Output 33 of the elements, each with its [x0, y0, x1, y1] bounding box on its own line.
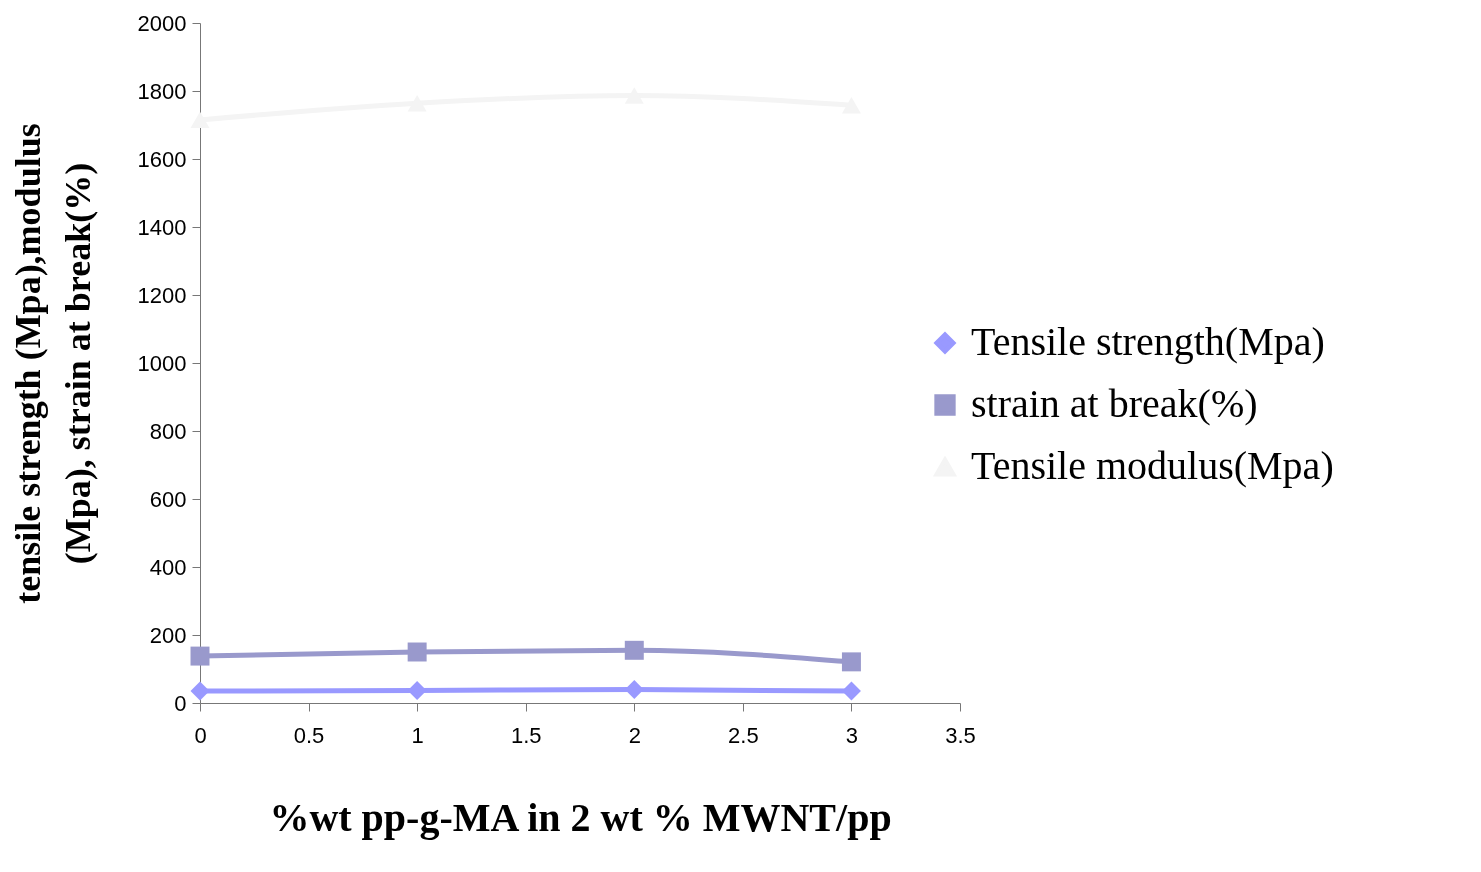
x-axis-title: %wt pp-g-MA in 2 wt % MWNT/pp: [269, 794, 892, 840]
legend-label: Tensile strength(Mpa): [971, 319, 1325, 364]
y-tick-label: 1600: [137, 146, 187, 172]
point: [190, 111, 210, 129]
y-tick-label: 1000: [137, 350, 187, 376]
x-tick-label: 0.5: [293, 722, 325, 748]
x-tick-label: 3.5: [945, 722, 976, 748]
point: [841, 681, 861, 701]
legend-label: Tensile modulus(Mpa): [971, 443, 1334, 488]
x-tick-label: 2: [628, 722, 641, 748]
x-tick-label: 0: [194, 722, 207, 748]
point: [624, 679, 644, 699]
legend-label: strain at break(%): [971, 381, 1258, 426]
point: [407, 680, 427, 700]
y-tick-label: 2000: [137, 10, 187, 36]
y-axis-title: tensile strength (Mpa),modulus (Mpa), strain at break(%): [7, 123, 98, 604]
y-tick-label: 400: [149, 554, 187, 580]
point: [190, 646, 210, 666]
point: [407, 642, 427, 662]
y-tick-label: 1200: [137, 282, 187, 308]
x-tick-label: 1.5: [510, 722, 542, 748]
y-tick-label: 1400: [137, 214, 187, 240]
x-tick-label: 1: [411, 722, 424, 748]
point: [624, 640, 644, 660]
point: [190, 681, 210, 701]
y-tick-label: 800: [149, 418, 187, 444]
point: [841, 652, 861, 672]
x-tick-label: 2.5: [728, 722, 759, 748]
y-tick-label: 0: [174, 690, 187, 716]
y-tick-label: 1800: [137, 78, 187, 104]
y-tick-label: 200: [149, 622, 187, 648]
y-tick-label: 600: [149, 486, 187, 512]
x-tick-label: 3: [845, 722, 859, 748]
